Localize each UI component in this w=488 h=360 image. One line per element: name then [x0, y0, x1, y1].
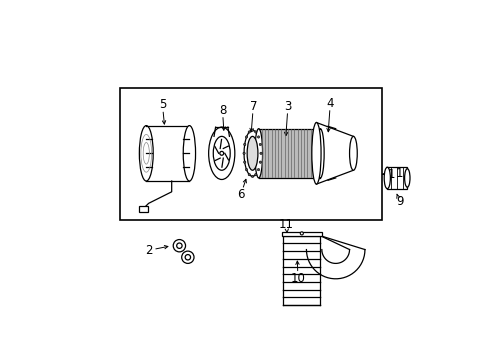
- Bar: [281, 232, 321, 236]
- Text: 4: 4: [326, 97, 333, 110]
- Bar: [146, 126, 189, 181]
- Ellipse shape: [208, 127, 234, 180]
- Text: 8: 8: [218, 104, 226, 117]
- Text: 10: 10: [290, 271, 305, 284]
- Text: 9: 9: [395, 194, 403, 208]
- Ellipse shape: [243, 152, 244, 154]
- Ellipse shape: [245, 136, 247, 138]
- Ellipse shape: [244, 130, 261, 176]
- Text: 3: 3: [284, 100, 291, 113]
- Ellipse shape: [176, 243, 182, 248]
- Text: 1: 1: [395, 167, 403, 180]
- Text: 7: 7: [249, 100, 257, 113]
- Text: 1: 1: [386, 168, 394, 181]
- Text: 5: 5: [159, 98, 166, 111]
- Ellipse shape: [247, 131, 250, 133]
- Ellipse shape: [173, 239, 185, 252]
- Ellipse shape: [243, 143, 245, 146]
- Ellipse shape: [245, 168, 247, 171]
- Ellipse shape: [243, 161, 245, 163]
- Ellipse shape: [183, 126, 195, 181]
- Ellipse shape: [311, 122, 321, 184]
- Ellipse shape: [247, 174, 250, 176]
- Ellipse shape: [404, 169, 409, 187]
- Text: 6: 6: [237, 188, 244, 201]
- Polygon shape: [316, 122, 353, 184]
- Bar: [258, 129, 320, 178]
- Ellipse shape: [259, 161, 261, 163]
- Ellipse shape: [220, 152, 223, 155]
- Ellipse shape: [254, 129, 262, 178]
- Ellipse shape: [384, 167, 389, 189]
- Ellipse shape: [300, 232, 303, 235]
- Bar: [120, 88, 381, 220]
- Ellipse shape: [213, 136, 230, 170]
- Ellipse shape: [259, 143, 261, 146]
- Text: 11: 11: [278, 219, 293, 231]
- Text: 2: 2: [144, 244, 152, 257]
- Ellipse shape: [182, 251, 194, 264]
- Ellipse shape: [254, 131, 256, 133]
- Ellipse shape: [349, 136, 357, 170]
- Ellipse shape: [246, 136, 257, 170]
- Bar: [386, 167, 407, 189]
- Ellipse shape: [254, 174, 256, 176]
- Ellipse shape: [139, 126, 153, 181]
- Ellipse shape: [251, 175, 253, 177]
- Bar: [138, 206, 147, 212]
- Ellipse shape: [185, 255, 190, 260]
- Ellipse shape: [316, 129, 324, 178]
- Ellipse shape: [257, 136, 259, 138]
- Ellipse shape: [257, 168, 259, 171]
- Ellipse shape: [251, 129, 253, 131]
- Ellipse shape: [259, 152, 262, 154]
